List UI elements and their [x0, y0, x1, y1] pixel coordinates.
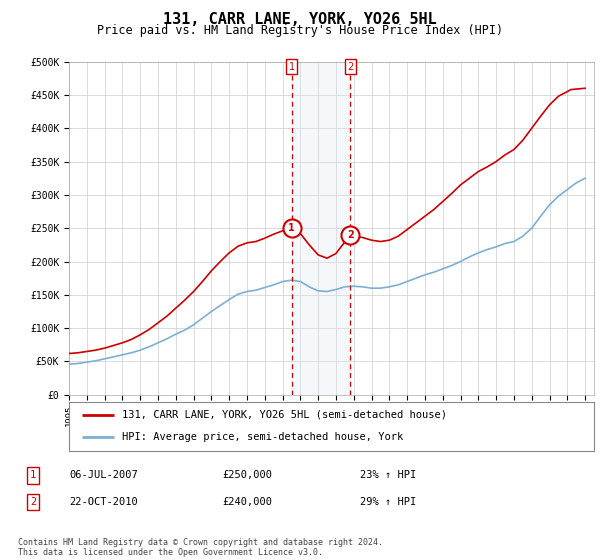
- Text: 2: 2: [30, 497, 36, 507]
- Text: 1: 1: [30, 470, 36, 480]
- Text: 1: 1: [288, 223, 295, 233]
- Text: 1: 1: [289, 62, 295, 72]
- Text: 2: 2: [347, 230, 353, 240]
- Text: 23% ↑ HPI: 23% ↑ HPI: [360, 470, 416, 480]
- Text: £240,000: £240,000: [222, 497, 272, 507]
- Text: 2: 2: [347, 62, 353, 72]
- Text: £250,000: £250,000: [222, 470, 272, 480]
- Bar: [292, 62, 350, 395]
- Text: HPI: Average price, semi-detached house, York: HPI: Average price, semi-detached house,…: [121, 432, 403, 442]
- Text: 131, CARR LANE, YORK, YO26 5HL (semi-detached house): 131, CARR LANE, YORK, YO26 5HL (semi-det…: [121, 410, 446, 420]
- Text: Price paid vs. HM Land Registry's House Price Index (HPI): Price paid vs. HM Land Registry's House …: [97, 24, 503, 37]
- Text: Contains HM Land Registry data © Crown copyright and database right 2024.
This d: Contains HM Land Registry data © Crown c…: [18, 538, 383, 557]
- Text: 29% ↑ HPI: 29% ↑ HPI: [360, 497, 416, 507]
- Text: 06-JUL-2007: 06-JUL-2007: [69, 470, 138, 480]
- Text: 131, CARR LANE, YORK, YO26 5HL: 131, CARR LANE, YORK, YO26 5HL: [163, 12, 437, 27]
- Text: 22-OCT-2010: 22-OCT-2010: [69, 497, 138, 507]
